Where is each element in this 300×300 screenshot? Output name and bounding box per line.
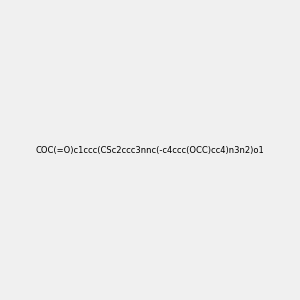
Text: COC(=O)c1ccc(CSc2ccc3nnc(-c4ccc(OCC)cc4)n3n2)o1: COC(=O)c1ccc(CSc2ccc3nnc(-c4ccc(OCC)cc4)… (36, 146, 264, 154)
